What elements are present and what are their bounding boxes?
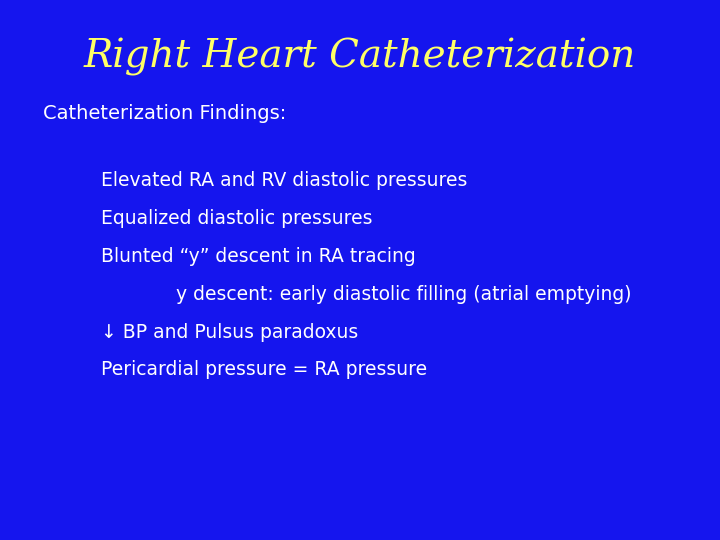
Text: Catheterization Findings:: Catheterization Findings:: [43, 104, 287, 123]
Text: y descent: early diastolic filling (atrial emptying): y descent: early diastolic filling (atri…: [176, 285, 632, 304]
Text: ↓ BP and Pulsus paradoxus: ↓ BP and Pulsus paradoxus: [101, 322, 358, 342]
Text: Right Heart Catheterization: Right Heart Catheterization: [84, 38, 636, 76]
Text: Elevated RA and RV diastolic pressures: Elevated RA and RV diastolic pressures: [101, 171, 467, 191]
Text: Equalized diastolic pressures: Equalized diastolic pressures: [101, 209, 372, 228]
Text: Pericardial pressure = RA pressure: Pericardial pressure = RA pressure: [101, 360, 427, 380]
Text: Blunted “y” descent in RA tracing: Blunted “y” descent in RA tracing: [101, 247, 415, 266]
